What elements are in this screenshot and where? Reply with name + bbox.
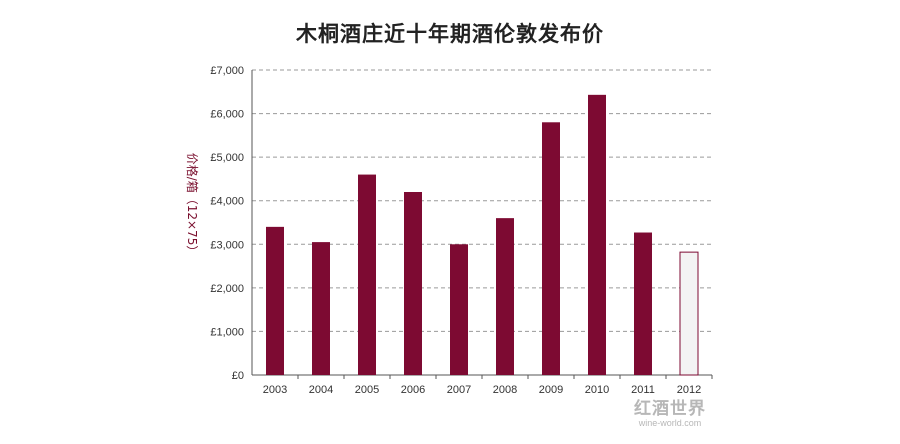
bar-2007 bbox=[450, 244, 468, 375]
bar-2005 bbox=[358, 174, 376, 375]
y-tick-label: £5,000 bbox=[210, 152, 244, 164]
y-tick-label: £4,000 bbox=[210, 196, 244, 208]
x-tick-label: 2006 bbox=[401, 384, 425, 396]
bar-2006 bbox=[404, 192, 422, 375]
y-tick-label: £6,000 bbox=[210, 109, 244, 121]
x-tick-label: 2007 bbox=[447, 384, 471, 396]
watermark-url: wine-world.com bbox=[638, 418, 702, 428]
bar-2010 bbox=[588, 94, 606, 375]
x-tick-label: 2008 bbox=[493, 384, 517, 396]
x-tick-labels: 2003 2004 2005 2006 2007 2008 2009 2010 2011 2012 bbox=[263, 375, 713, 396]
y-tick-label: £3,000 bbox=[210, 239, 244, 251]
x-tick-label: 2005 bbox=[355, 384, 379, 396]
watermark-logo: 红酒世界 wine-world.com bbox=[630, 400, 710, 428]
x-tick-label: 2011 bbox=[631, 384, 655, 396]
y-tick-label: £7,000 bbox=[210, 65, 244, 77]
y-tick-label: £0 bbox=[232, 370, 244, 382]
bar-2011 bbox=[634, 232, 652, 375]
y-tick-labels: £0 £1,000 £2,000 £3,000 £4,000 £5,000 £6,000 £7… bbox=[210, 65, 244, 382]
x-tick-label: 2010 bbox=[585, 384, 609, 396]
chart-title: 木桐酒庄近十年期酒伦敦发布价 bbox=[296, 22, 604, 46]
x-tick-label: 2004 bbox=[309, 384, 333, 396]
watermark-text: 红酒世界 bbox=[634, 399, 706, 419]
x-tick-label: 2009 bbox=[539, 384, 563, 396]
bar-2008 bbox=[496, 218, 514, 375]
bar-2004 bbox=[312, 242, 330, 375]
bars bbox=[266, 94, 699, 376]
bar-2012 bbox=[679, 251, 699, 376]
y-tick-label: £1,000 bbox=[210, 326, 244, 338]
y-axis-label: 价格/箱（12×75） bbox=[185, 153, 200, 258]
bar-2003 bbox=[266, 226, 284, 375]
y-tick-label: £2,000 bbox=[210, 283, 244, 295]
x-tick-label: 2003 bbox=[263, 384, 287, 396]
bar-2009 bbox=[542, 122, 560, 376]
x-tick-label: 2012 bbox=[677, 384, 701, 396]
